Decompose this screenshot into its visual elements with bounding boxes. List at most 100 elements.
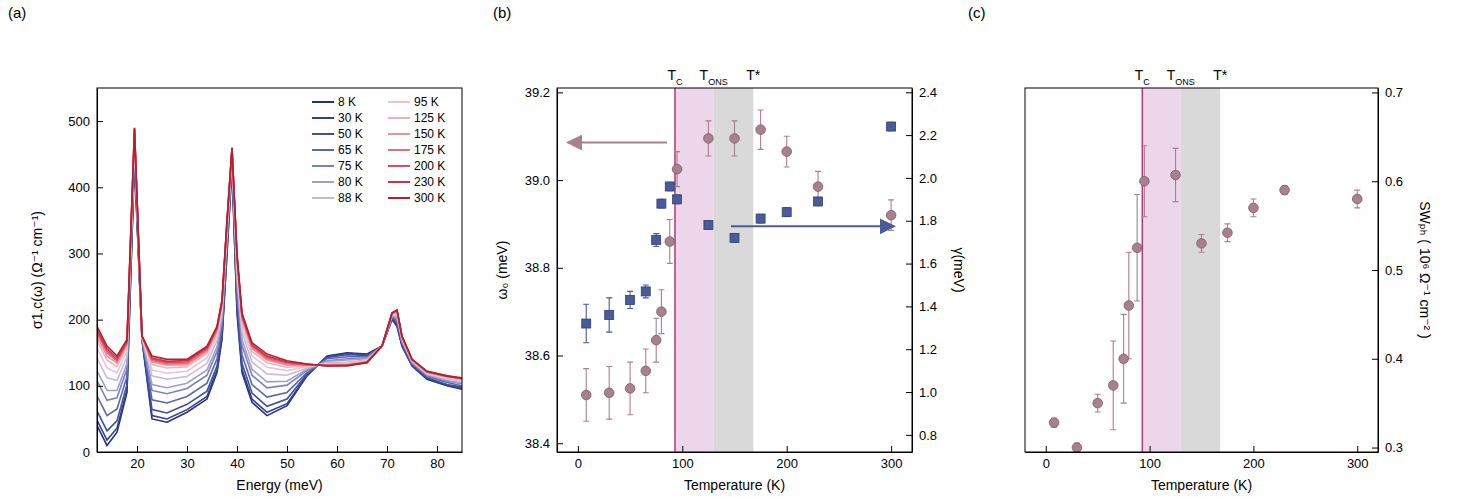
y-axis-line <box>557 89 558 453</box>
data-point <box>651 335 661 345</box>
data-point <box>1197 239 1207 249</box>
legend-swatch <box>312 165 334 167</box>
panel: 010020030038.438.638.839.039.20.81.01.21… <box>493 4 967 493</box>
data-point <box>625 384 635 394</box>
plot-frame <box>1025 88 1378 452</box>
y-axis-title: ω₀ (meV) <box>494 241 510 300</box>
y2-axis-tick: 0.5 <box>1372 263 1403 278</box>
x-axis-tick-mark <box>1357 446 1358 452</box>
x-axis-tick: 300 <box>881 446 903 471</box>
data-point <box>672 164 682 174</box>
x-axis: 20304050607080 <box>98 446 463 471</box>
x-axis-tick: 0 <box>1043 446 1050 471</box>
y-axis-tick: 300 <box>68 246 103 261</box>
y2-axis-tick-label: 0.6 <box>1385 174 1403 189</box>
legend-label: 8 K <box>338 95 356 109</box>
plot-frame <box>97 88 462 452</box>
data-point <box>813 182 823 192</box>
y-axis-tick-label: 300 <box>68 246 90 261</box>
legend-label: 200 K <box>414 159 445 173</box>
x-axis-title: Temperature (K) <box>684 477 785 493</box>
x-axis-line <box>558 452 913 453</box>
temperature-label-sub: C <box>1143 77 1150 87</box>
x-axis-tick-mark <box>891 446 892 452</box>
y2-axis-tick: 1.6 <box>906 256 937 271</box>
y-axis-title: σ1,c(ω) (Ω⁻¹ cm⁻¹) <box>29 211 45 329</box>
y2-axis: 0.81.01.21.41.61.82.02.22.4 <box>906 85 937 453</box>
y-axis-tick-mark <box>97 253 103 254</box>
data-point <box>673 195 682 204</box>
y2-axis-tick-mark <box>906 92 912 93</box>
x-axis-tick: 20 <box>130 446 144 471</box>
y2-axis-tick-mark <box>906 135 912 136</box>
legend: 8 K30 K50 K65 K75 K80 K88 K95 K125 K150 … <box>312 95 445 205</box>
data-point <box>814 197 823 206</box>
data-point <box>1280 185 1290 195</box>
x-axis-tick: 30 <box>180 446 194 471</box>
x-axis-tick-label: 40 <box>230 456 244 471</box>
spectrum-line <box>97 128 462 378</box>
y-axis-tick-label: 500 <box>68 114 90 129</box>
temperature-band <box>1181 88 1220 452</box>
data-point <box>657 199 666 208</box>
panel-label: (a) <box>8 4 26 21</box>
x-axis-tick-label: 200 <box>776 456 798 471</box>
y2-axis-tick: 1.2 <box>906 342 937 357</box>
x-axis-tick: 300 <box>1347 446 1369 471</box>
data-point <box>756 125 766 135</box>
y2-axis-tick-label: 1.4 <box>919 299 937 314</box>
y-axis-tick: 500 <box>68 114 103 129</box>
y-axis-tick-label: 400 <box>68 180 90 195</box>
legend-swatch <box>312 149 334 151</box>
x-axis-tick-mark <box>137 446 138 452</box>
x-axis-tick-mark <box>437 446 438 452</box>
y2-axis-tick-mark <box>1372 270 1378 271</box>
x-axis-tick: 50 <box>280 446 294 471</box>
figure: 203040506070800100200300400500Energy (me… <box>0 0 1468 497</box>
y2-axis-tick-mark <box>906 221 912 222</box>
spectrum-line <box>97 135 462 381</box>
x-axis-line <box>1026 452 1379 453</box>
spectrum-line <box>97 131 462 379</box>
spectrum-line <box>97 138 462 381</box>
x-axis-tick: 70 <box>380 446 394 471</box>
temperature-label: TONS <box>1167 67 1195 87</box>
x-axis-tick: 0 <box>575 446 582 471</box>
legend-swatch <box>388 181 410 183</box>
plot-area <box>1049 88 1362 452</box>
y2-axis-tick-label: 1.2 <box>919 342 937 357</box>
y2-axis-line <box>1378 89 1379 453</box>
y-axis-tick: 38.8 <box>525 260 563 275</box>
legend-label: 125 K <box>414 111 445 125</box>
x-axis-tick-label: 300 <box>1347 456 1369 471</box>
x-axis: 0100200300 <box>558 446 913 471</box>
legend-swatch <box>388 101 410 103</box>
plot-area <box>97 128 462 446</box>
spectrum-line <box>97 128 462 378</box>
x-axis-tick-mark <box>387 446 388 452</box>
y-axis-tick-mark <box>97 187 103 188</box>
axis-arrow <box>568 142 667 144</box>
temperature-label-sub: C <box>676 77 683 87</box>
y2-axis-tick-mark <box>906 435 912 436</box>
x-axis-tick: 60 <box>330 446 344 471</box>
y2-axis: 0.30.40.50.60.7 <box>1372 85 1403 455</box>
y-axis-tick: 39.2 <box>525 85 563 100</box>
y-axis-tick: 38.4 <box>525 436 563 451</box>
legend-label: 95 K <box>414 95 439 109</box>
y-axis-tick-mark <box>557 443 563 444</box>
legend-swatch <box>312 117 334 119</box>
legend-swatch <box>388 149 410 151</box>
y2-axis-tick-mark <box>1372 359 1378 360</box>
panel-label: (b) <box>493 4 511 21</box>
data-point <box>657 307 667 317</box>
y2-axis-tick-mark <box>906 306 912 307</box>
y-axis-tick-label: 100 <box>68 378 90 393</box>
x-axis-tick-label: 50 <box>280 456 294 471</box>
x-axis-tick-mark <box>787 446 788 452</box>
y-axis-tick-mark <box>97 452 103 453</box>
legend-swatch <box>312 133 334 135</box>
data-point <box>887 122 896 131</box>
legend-label: 300 K <box>414 191 445 205</box>
y2-axis-tick-label: 2.0 <box>919 171 937 186</box>
